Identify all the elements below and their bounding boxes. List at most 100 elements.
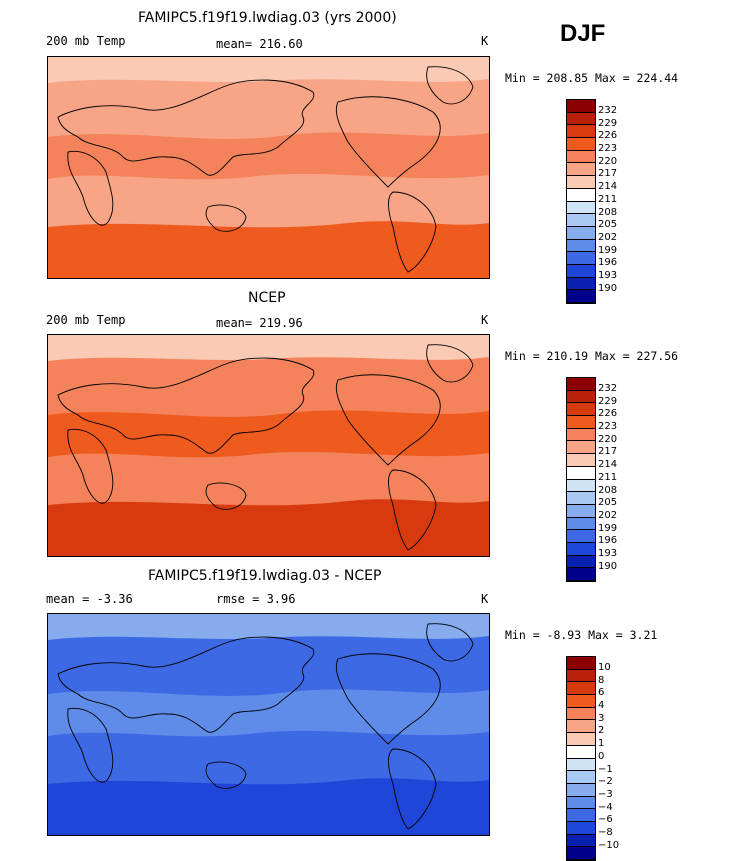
colorbar-tick-label: 2 [598, 725, 605, 737]
colorbar-tick-label: 205 [598, 497, 618, 509]
contour-band [48, 778, 489, 835]
coastline [388, 748, 437, 830]
colorbar-swatch [567, 771, 595, 784]
colorbar-swatch [567, 150, 595, 164]
colorbar-swatch [567, 100, 595, 113]
colorbar-tick-label: −2 [598, 776, 613, 788]
colorbar-swatch [567, 821, 595, 835]
coastline [388, 469, 437, 551]
colorbar-swatch [567, 239, 595, 253]
colorbar-tick-label: 208 [598, 484, 618, 496]
colorbar-swatches [566, 656, 596, 861]
colorbar-swatch [567, 796, 595, 810]
contour-band [48, 689, 489, 737]
contour-band [48, 499, 489, 556]
colorbar-tick-label: 196 [598, 535, 618, 547]
colorbar-tick-label: 214 [598, 459, 618, 471]
colorbar-swatch [567, 214, 595, 227]
colorbar-swatch [567, 112, 595, 126]
colorbar-swatch [567, 416, 595, 429]
colorbar-swatch [567, 669, 595, 683]
map-panel [47, 334, 490, 557]
colorbar-tick-label: 208 [598, 206, 618, 218]
panel-mean-label: rmse = 3.96 [216, 592, 296, 606]
panel-units: K [481, 313, 489, 327]
colorbar-swatch [567, 745, 595, 759]
contour-map [48, 335, 489, 556]
panel-min-max: Min = 208.85 Max = 224.44 [505, 71, 679, 85]
colorbar-swatch [567, 733, 595, 746]
colorbar-tick-label: 0 [598, 750, 605, 762]
colorbar-swatch [567, 454, 595, 467]
colorbar-swatch [567, 783, 595, 797]
colorbar-tick-label: 190 [598, 560, 618, 572]
contour-map [48, 614, 489, 835]
colorbar-swatch [567, 517, 595, 531]
coastline [57, 636, 315, 733]
colorbar-tick-label: 3 [598, 712, 605, 724]
colorbar-tick-label: 226 [598, 408, 618, 420]
coastline [67, 150, 114, 226]
season-label: DJF [560, 20, 606, 47]
coastline [205, 482, 247, 510]
colorbar-swatch [567, 403, 595, 417]
colorbar-tick-label: 211 [598, 471, 618, 483]
colorbar-tick-label: 223 [598, 421, 618, 433]
colorbar-swatch [567, 504, 595, 518]
contour-band [48, 335, 489, 361]
contour-band [48, 57, 489, 83]
colorbar-tick-label: −1 [598, 763, 613, 775]
colorbar-swatch [567, 125, 595, 139]
colorbar-tick-label: 1 [598, 738, 605, 750]
colorbar-swatch [567, 290, 595, 303]
colorbar-labels: 10 8 6 4 3 2 1 0 −1 −2 −3 −4 −6 −8 −10 [598, 662, 619, 852]
colorbar-tick-label: −4 [598, 801, 613, 813]
colorbar-swatch [567, 428, 595, 442]
colorbar-swatch [567, 682, 595, 696]
colorbar-swatch [567, 695, 595, 708]
panel-left-label: 200 mb Temp [46, 34, 126, 48]
colorbar-tick-label: −8 [598, 826, 613, 838]
colorbar-swatch [567, 568, 595, 581]
colorbar-swatch [567, 466, 595, 480]
panel-mean-label: mean= 219.96 [216, 316, 303, 330]
colorbar-swatch [567, 390, 595, 404]
coastline [57, 357, 315, 454]
contour-band [48, 132, 489, 180]
colorbar-labels: 232 229 226 223 220 217 214 211 208 205 202 199 196 1… [598, 105, 617, 295]
panel-left-label: mean = -3.36 [46, 592, 133, 606]
panel-units: K [481, 34, 489, 48]
panel-min-max: Min = 210.19 Max = 227.56 [505, 349, 679, 363]
colorbar-tick-label: 223 [598, 143, 618, 155]
colorbar-swatch [567, 847, 595, 860]
colorbar-labels: 232 229 226 223 220 217 214 211 208 205 202 199 196 1… [598, 383, 617, 573]
colorbar-swatch [567, 201, 595, 215]
panel-title: NCEP [248, 290, 286, 306]
colorbar-tick-label: −6 [598, 814, 613, 826]
colorbar-tick-label: 193 [598, 269, 618, 281]
contour-band [48, 221, 489, 278]
coastline [335, 653, 441, 745]
colorbar-tick-label: 10 [598, 662, 611, 673]
colorbar-tick-label: 232 [598, 383, 618, 394]
colorbar-swatch [567, 555, 595, 569]
contour-band [48, 614, 489, 640]
colorbar-tick-label: 229 [598, 395, 618, 407]
colorbar-tick-label: 4 [598, 700, 605, 712]
colorbar-swatch [567, 720, 595, 734]
panel-min-max: Min = -8.93 Max = 3.21 [505, 628, 658, 642]
coastline [57, 79, 315, 176]
colorbar-swatch [567, 176, 595, 189]
colorbar-swatch [567, 542, 595, 556]
colorbar-tick-label: 229 [598, 117, 618, 129]
coastline [205, 204, 247, 232]
colorbar-swatches [566, 377, 596, 582]
colorbar-tick-label: 220 [598, 155, 618, 167]
panel-mean-label: mean= 216.60 [216, 37, 303, 51]
coastline [426, 623, 474, 662]
colorbar-tick-label: 232 [598, 105, 618, 116]
colorbar-swatch [567, 378, 595, 391]
colorbar-tick-label: 8 [598, 674, 605, 686]
colorbar-swatch [567, 657, 595, 670]
colorbar-swatch [567, 834, 595, 848]
